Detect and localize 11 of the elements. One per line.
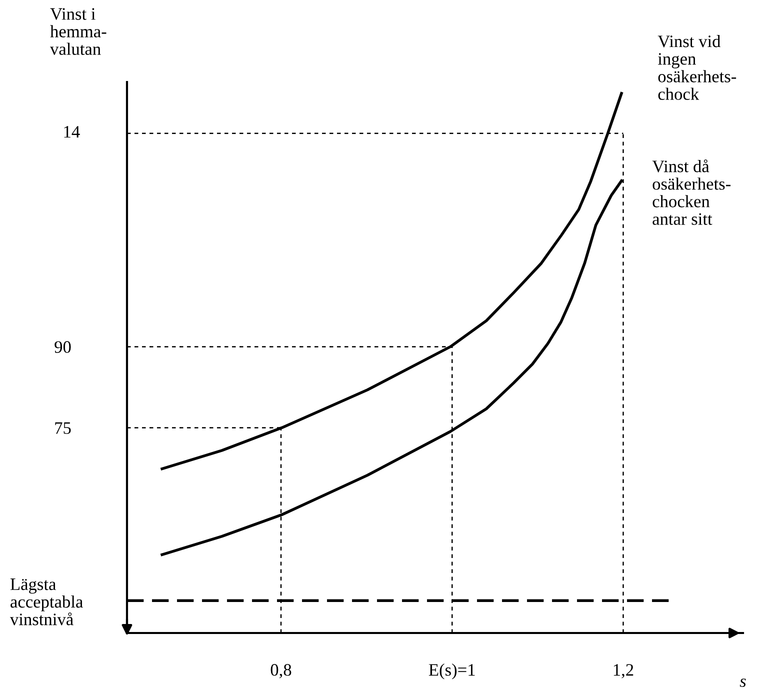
ref-line-label: Lägsta acceptabla vinstnivå <box>10 578 83 626</box>
x-tick-label: 1,2 <box>614 664 634 678</box>
text: Vinst vid ingen osäkerhets- chock <box>658 35 736 100</box>
x-axis-title: s <box>740 678 746 687</box>
series-label: Vinst då osäkerhets- chocken antar sitt <box>652 160 730 225</box>
y-tick-label: 75 <box>55 422 71 434</box>
x-tick-label: E(s)=1 <box>428 664 475 680</box>
x-tick-label: 0,8 <box>270 664 292 678</box>
y-axis-title: Vinst i hemma- valutan <box>50 8 106 55</box>
text: 14 <box>64 126 80 138</box>
y-tick-label: 90 <box>54 341 71 353</box>
